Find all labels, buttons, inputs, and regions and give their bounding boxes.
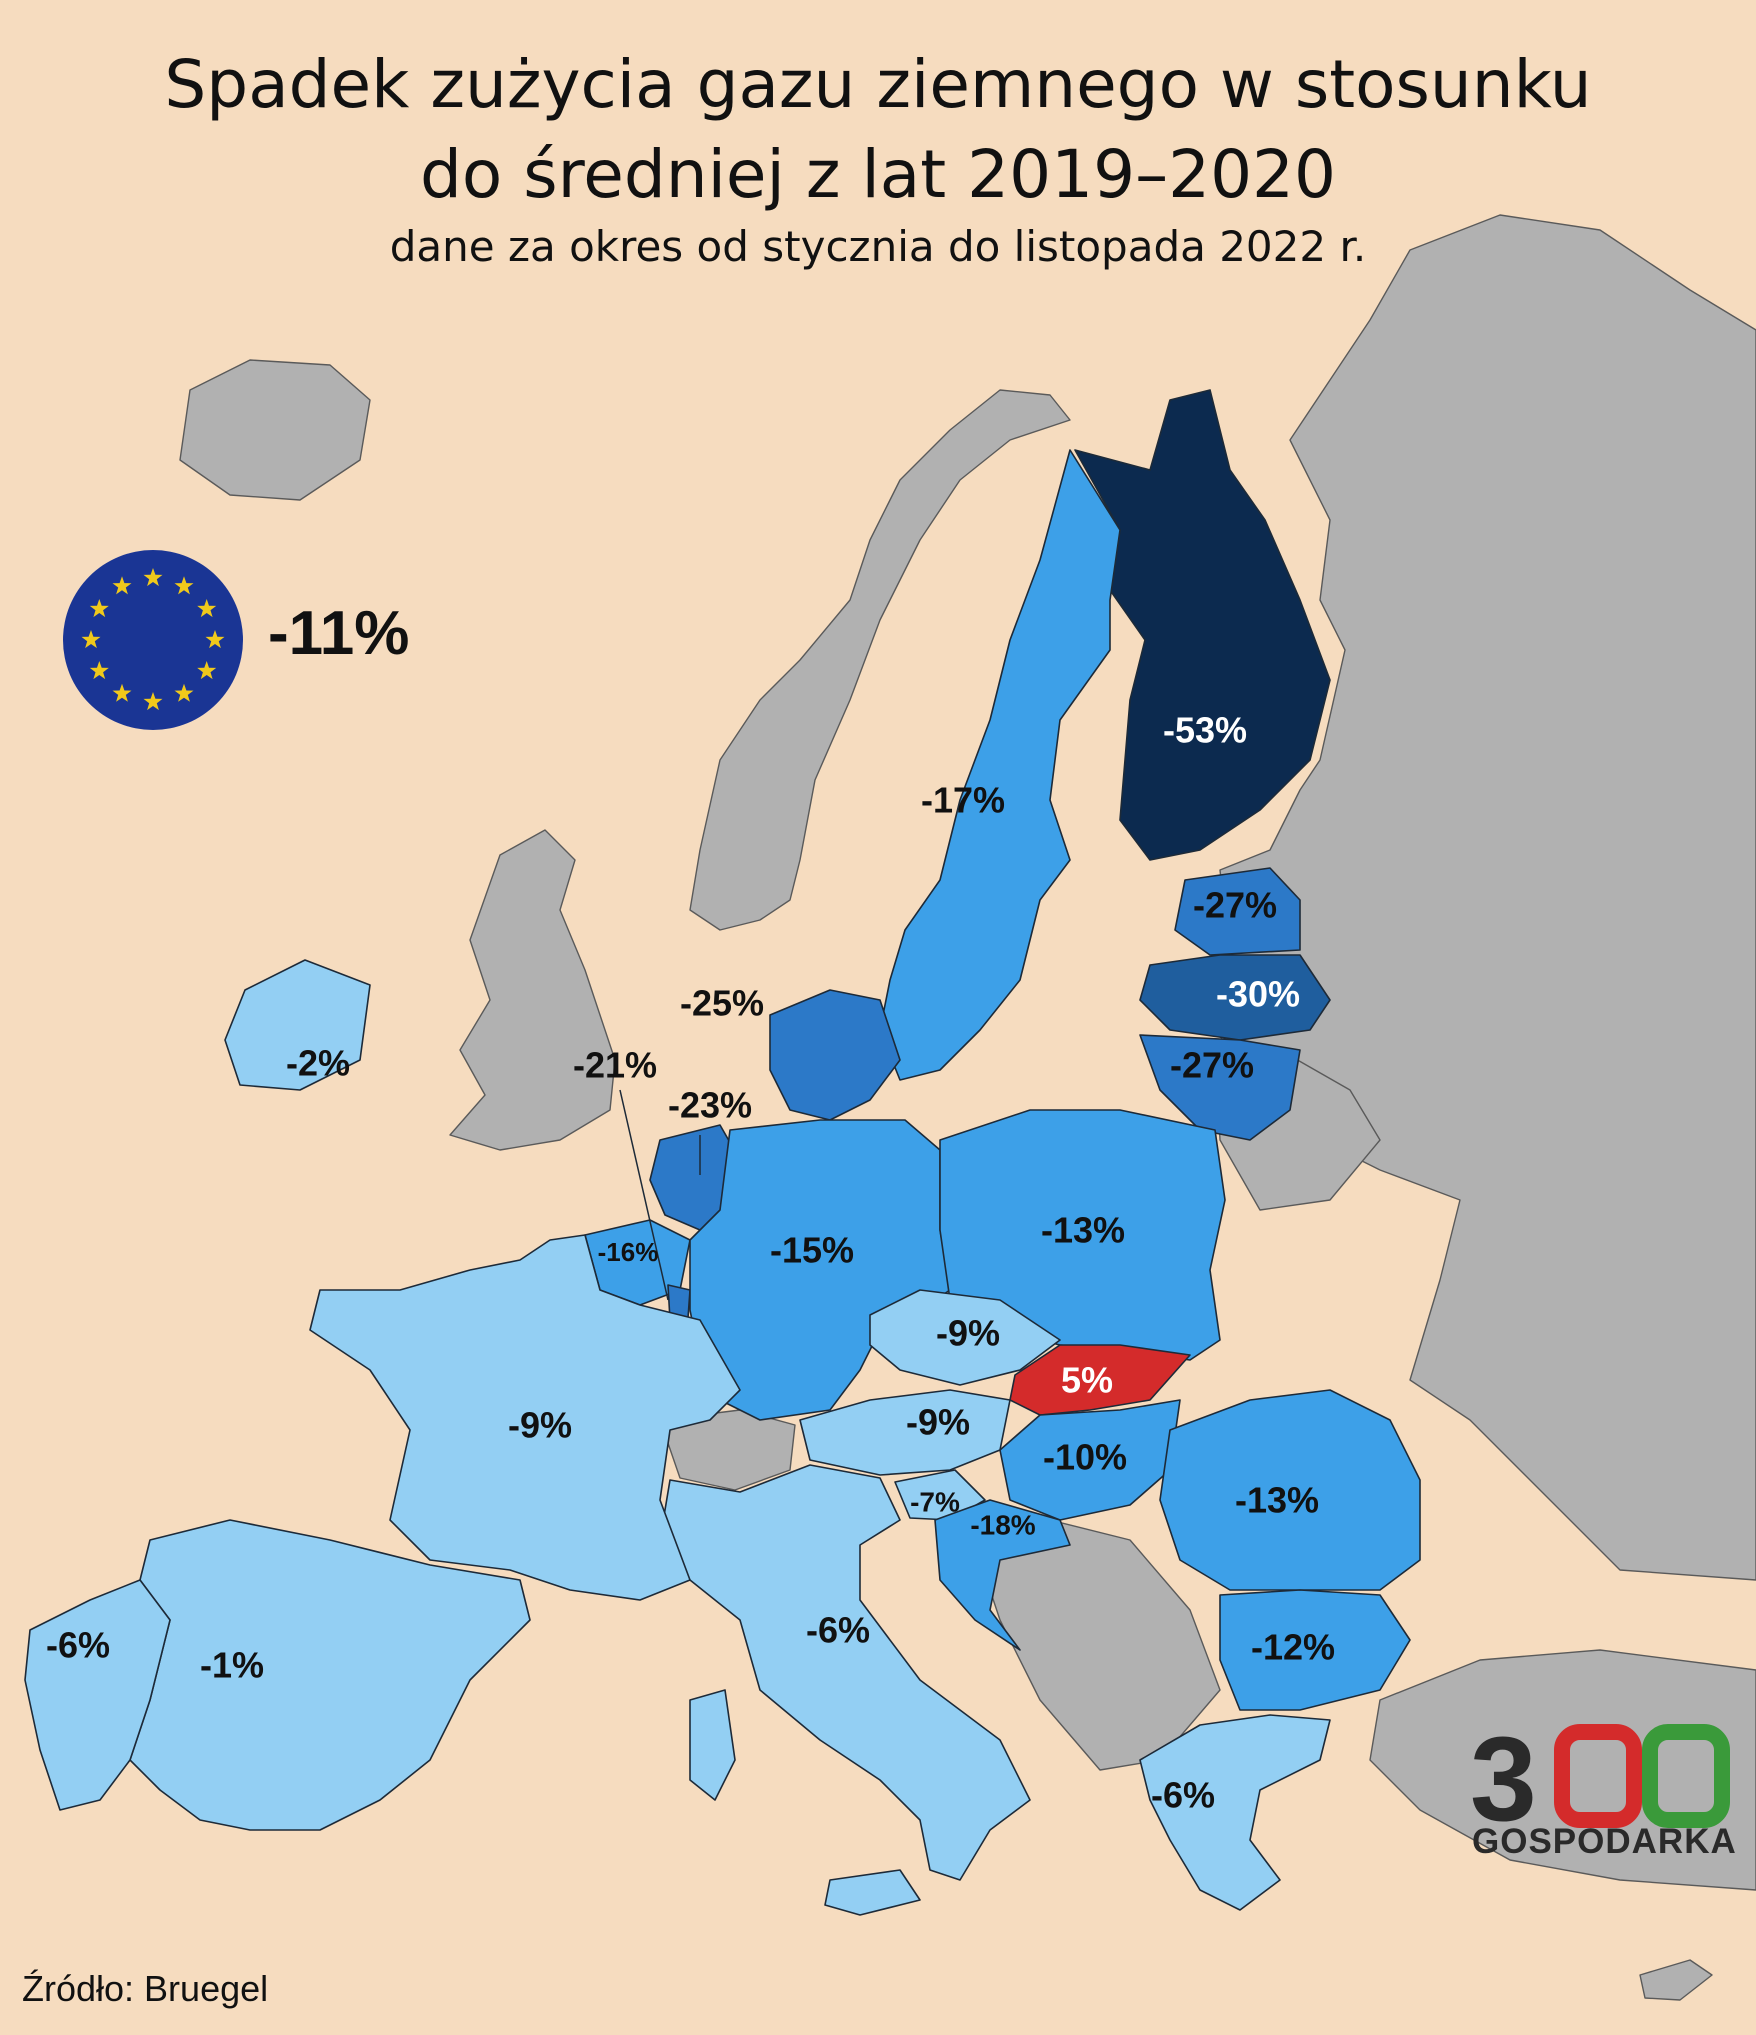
label-lithuania: -27% — [1170, 1045, 1254, 1086]
country-italy-sicily — [824, 1869, 921, 1916]
label-italy: -6% — [806, 1610, 870, 1651]
label-sweden: -17% — [921, 780, 1005, 821]
label-czechia: -9% — [936, 1313, 1000, 1354]
eu-star-icon — [143, 568, 163, 587]
label-estonia: -27% — [1193, 885, 1277, 926]
label-finland: -53% — [1163, 710, 1247, 751]
label-latvia: -30% — [1216, 974, 1300, 1015]
country-croatia — [934, 1499, 1071, 1651]
eu-star-icon — [112, 683, 132, 702]
label-romania: -13% — [1235, 1480, 1319, 1521]
eu-star-icon — [89, 599, 109, 618]
country-portugal — [24, 1579, 171, 1811]
eu-countries — [24, 389, 1421, 1916]
eu-star-icon — [81, 630, 101, 649]
country-ireland — [224, 959, 371, 1091]
country-greece — [1139, 1714, 1331, 1911]
eu-average-value: -11% — [268, 599, 410, 668]
label-germany: -15% — [770, 1230, 854, 1271]
label-ireland: -2% — [286, 1043, 350, 1084]
leader-luxembourg — [619, 1089, 669, 1301]
country-latvia — [1139, 954, 1331, 1041]
country-slovakia — [1009, 1344, 1191, 1416]
label-belgium: -16% — [598, 1237, 659, 1267]
label-slovakia: 5% — [1061, 1360, 1113, 1401]
label-denmark: -25% — [680, 983, 764, 1024]
label-slovenia: -7% — [910, 1487, 960, 1518]
country-finland — [1074, 389, 1331, 861]
label-croatia: -18% — [970, 1510, 1035, 1541]
title-line-2: do średniej z lat 2019–2020 — [419, 136, 1337, 213]
logo-digit-zero-green — [1642, 1724, 1730, 1828]
logo-digit-three: 3 — [1470, 1712, 1537, 1846]
label-bulgaria: -12% — [1251, 1627, 1335, 1668]
country-czechia — [869, 1289, 1061, 1386]
label-austria: -9% — [906, 1402, 970, 1443]
label-greece: -6% — [1151, 1775, 1215, 1816]
eu-star-icon — [174, 576, 194, 595]
non-eu-land — [179, 214, 1756, 2001]
logo-300-gospodarka: 3 — [1470, 1712, 1730, 1846]
source-note: Źródło: Bruegel — [22, 1968, 269, 2009]
label-netherlands: -23% — [668, 1085, 752, 1126]
cyprus — [1639, 1959, 1713, 2001]
label-poland: -13% — [1041, 1210, 1125, 1251]
country-denmark — [769, 989, 901, 1121]
value-labels: -53% -30% -27% -27% -25% -23% -21% -18% … — [46, 710, 1335, 1816]
iceland — [179, 359, 371, 501]
eu-star-icon — [89, 661, 109, 680]
country-estonia — [1174, 867, 1301, 956]
eu-flag-icon — [63, 550, 243, 730]
uk — [449, 829, 616, 1151]
country-germany — [689, 1119, 951, 1421]
label-portugal: -6% — [46, 1625, 110, 1666]
eu-star-icon — [174, 683, 194, 702]
eu-star-icon — [197, 599, 217, 618]
country-italy — [659, 1464, 1031, 1881]
norway — [689, 389, 1071, 931]
country-bulgaria — [1219, 1589, 1411, 1711]
logo-wordmark: GOSPODARKA — [1472, 1822, 1737, 1861]
balkans-west — [979, 1519, 1221, 1771]
country-spain — [129, 1519, 531, 1831]
eu-star-icon — [143, 692, 163, 711]
country-italy-sardinia — [689, 1689, 736, 1801]
label-luxembourg: -21% — [573, 1045, 657, 1086]
title-line-1: Spadek zużycia gazu ziemnego w stosunku — [164, 46, 1592, 123]
logo-digit-zero-red — [1554, 1724, 1642, 1828]
eu-star-icon — [197, 661, 217, 680]
country-sweden — [879, 449, 1121, 1081]
map-subtitle: dane za okres od stycznia do listopada 2… — [389, 222, 1367, 271]
label-hungary: -10% — [1043, 1437, 1127, 1478]
country-romania — [1159, 1389, 1421, 1591]
label-spain: -1% — [200, 1645, 264, 1686]
eu-star-icon — [205, 630, 225, 649]
eu-star-icon — [112, 576, 132, 595]
label-france: -9% — [508, 1405, 572, 1446]
country-france — [309, 1234, 741, 1601]
country-lithuania — [1139, 1034, 1301, 1141]
map-title: Spadek zużycia gazu ziemnego w stosunku … — [0, 40, 1756, 220]
